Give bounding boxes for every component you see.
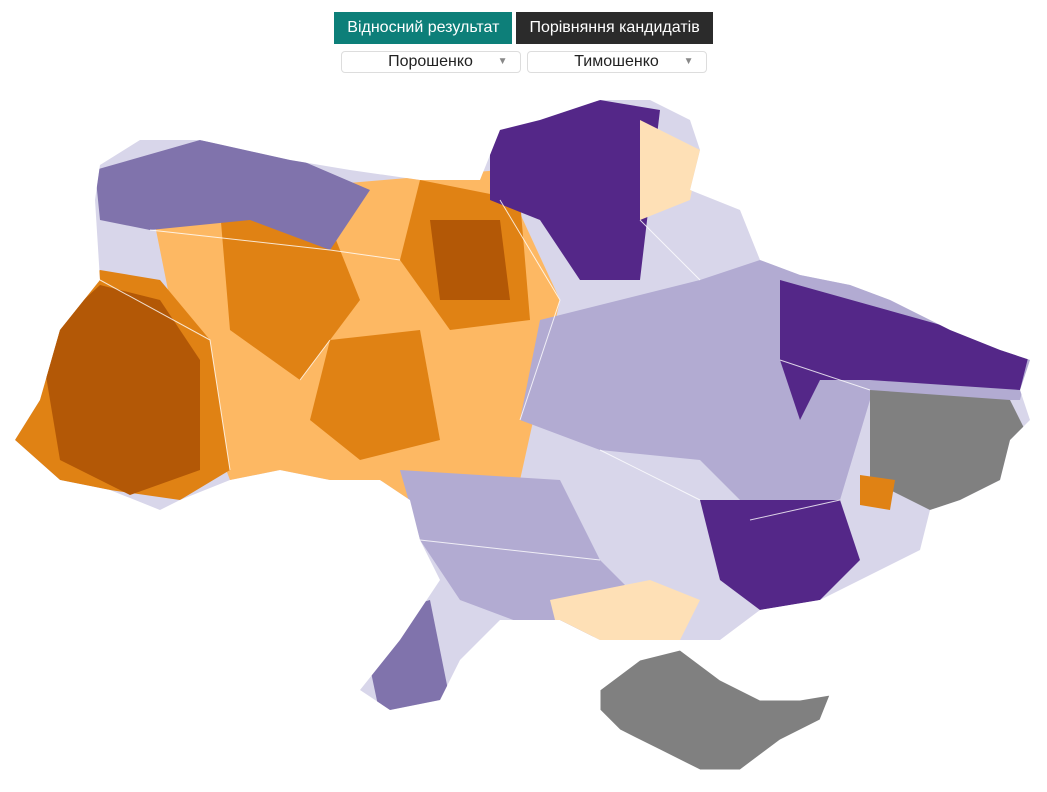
select-text: Порошенко xyxy=(388,53,473,70)
borders xyxy=(99,199,871,561)
dropdown-arrow: ▼ xyxy=(683,56,694,67)
tab-compare[interactable]: Порівняння кандидатів xyxy=(516,12,713,44)
tab-relative[interactable]: Відносний результат xyxy=(334,12,513,44)
region-north xyxy=(490,100,660,280)
region xyxy=(640,120,700,220)
region xyxy=(700,500,860,610)
region xyxy=(780,280,1030,420)
region-north-west xyxy=(95,140,370,250)
regions xyxy=(15,100,1030,710)
region xyxy=(310,330,440,460)
region xyxy=(550,580,700,640)
region-crimea xyxy=(599,649,831,771)
region xyxy=(430,220,510,300)
region xyxy=(860,475,895,510)
mode-tabs: Відносний результат Порівняння кандидаті… xyxy=(0,12,1047,44)
candidate-select-1[interactable]: Порошенко ▼ xyxy=(340,51,521,73)
dropdown-arrow: ▼ xyxy=(497,56,508,67)
ukraine-map xyxy=(15,100,1030,771)
candidate-select-2[interactable]: Тимошенко ▼ xyxy=(526,51,707,73)
region-donbas xyxy=(870,390,1030,510)
border-lines xyxy=(99,199,871,561)
region-west-core xyxy=(40,285,200,495)
candidate-selects: Порошенко ▼ Тимошенко ▼ xyxy=(0,51,1047,73)
select-text: Тимошенко xyxy=(574,53,659,70)
